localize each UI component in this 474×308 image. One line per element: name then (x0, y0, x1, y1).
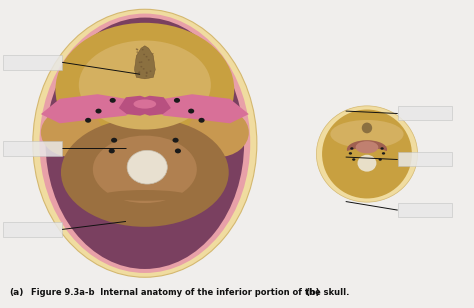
Ellipse shape (173, 138, 179, 143)
Ellipse shape (146, 72, 147, 73)
FancyBboxPatch shape (3, 141, 62, 156)
Ellipse shape (188, 109, 194, 114)
Polygon shape (41, 94, 136, 123)
Ellipse shape (349, 152, 352, 155)
Ellipse shape (134, 99, 156, 109)
Ellipse shape (102, 190, 187, 201)
Ellipse shape (148, 59, 150, 61)
Polygon shape (155, 94, 249, 123)
Ellipse shape (46, 18, 244, 269)
Ellipse shape (356, 141, 378, 153)
Ellipse shape (150, 71, 151, 72)
Ellipse shape (112, 203, 178, 212)
Ellipse shape (322, 110, 412, 198)
FancyBboxPatch shape (398, 152, 452, 166)
Ellipse shape (55, 23, 234, 156)
Ellipse shape (85, 118, 91, 123)
Ellipse shape (152, 53, 154, 55)
Ellipse shape (138, 72, 140, 74)
Ellipse shape (187, 108, 249, 157)
Ellipse shape (137, 49, 138, 51)
Ellipse shape (330, 120, 403, 148)
Ellipse shape (143, 68, 145, 70)
Ellipse shape (146, 56, 147, 58)
Ellipse shape (95, 109, 101, 114)
Ellipse shape (109, 148, 115, 153)
Ellipse shape (93, 136, 197, 203)
Ellipse shape (142, 49, 144, 51)
Ellipse shape (350, 147, 354, 150)
FancyBboxPatch shape (3, 222, 62, 237)
Ellipse shape (79, 40, 211, 130)
Ellipse shape (127, 150, 167, 184)
Text: (a): (a) (9, 289, 24, 298)
Ellipse shape (109, 98, 116, 103)
Ellipse shape (139, 62, 141, 63)
Ellipse shape (357, 155, 376, 172)
Polygon shape (119, 96, 171, 116)
Ellipse shape (138, 71, 140, 73)
Ellipse shape (362, 123, 372, 133)
Ellipse shape (382, 152, 385, 155)
Text: (b): (b) (306, 289, 320, 298)
Ellipse shape (136, 48, 137, 50)
Ellipse shape (39, 14, 250, 273)
Polygon shape (135, 46, 155, 79)
FancyBboxPatch shape (398, 107, 452, 120)
Ellipse shape (33, 9, 257, 277)
Ellipse shape (317, 106, 418, 202)
Ellipse shape (141, 61, 143, 63)
Ellipse shape (140, 66, 142, 67)
Ellipse shape (347, 140, 387, 159)
Ellipse shape (174, 98, 180, 103)
Ellipse shape (143, 54, 145, 55)
Ellipse shape (379, 158, 382, 161)
FancyBboxPatch shape (3, 55, 62, 70)
Ellipse shape (175, 148, 181, 153)
Ellipse shape (111, 138, 117, 143)
Ellipse shape (381, 147, 384, 150)
Ellipse shape (41, 108, 102, 157)
Ellipse shape (199, 118, 205, 123)
Ellipse shape (352, 158, 356, 161)
Ellipse shape (146, 75, 147, 77)
Ellipse shape (330, 148, 403, 188)
Text: Figure 9.3a-b  Internal anatomy of the inferior portion of the skull.: Figure 9.3a-b Internal anatomy of the in… (31, 289, 350, 298)
Ellipse shape (137, 51, 138, 53)
FancyBboxPatch shape (398, 203, 452, 217)
Ellipse shape (146, 72, 148, 74)
Ellipse shape (61, 118, 229, 227)
